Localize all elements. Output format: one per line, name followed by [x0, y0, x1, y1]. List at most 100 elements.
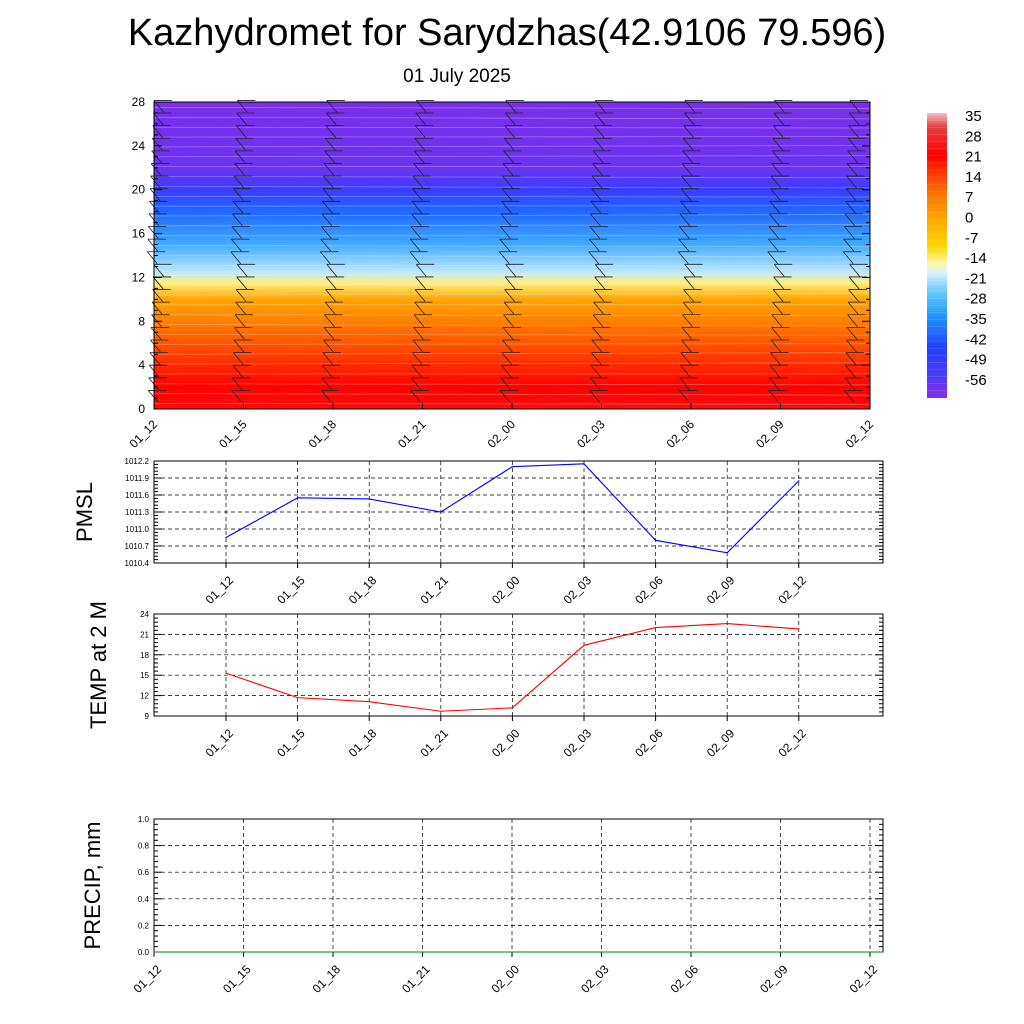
wind-barb-shaft — [504, 276, 516, 290]
data-point — [368, 498, 370, 500]
x-tick-label: 01_15 — [220, 962, 254, 996]
wind-barb-shaft — [771, 327, 782, 340]
y-tick-label: 9 — [145, 712, 150, 721]
x-tick-label: 01_15 — [216, 417, 250, 451]
cross-section-y-axis: 0 4 8 12 16 20 24 28 — [132, 95, 870, 416]
x-tick-label: 02_03 — [578, 962, 612, 996]
wind-barb-shaft — [321, 226, 332, 239]
wind-barb-shaft — [773, 112, 785, 126]
wind-barb-shaft — [505, 264, 517, 277]
wind-barb-shaft — [151, 314, 162, 328]
wind-barb-shaft — [770, 339, 782, 353]
x-tick-label: 01_12 — [127, 417, 161, 451]
wind-barb-shaft — [146, 251, 158, 264]
cross-section-field — [154, 102, 870, 409]
wind-barb-shaft — [235, 137, 247, 151]
wind-barb-shaft — [325, 289, 336, 302]
data-point — [583, 463, 585, 465]
y-tick-label: 1012.2 — [125, 457, 150, 466]
wind-barb-shaft — [844, 213, 856, 227]
wind-barb-shaft — [769, 201, 781, 214]
y-tick-label: 28 — [132, 95, 146, 109]
wind-barbs — [146, 100, 868, 403]
colorbar-label: -56 — [965, 372, 987, 389]
wind-barb-shaft — [499, 390, 511, 403]
wind-barb-shaft — [680, 188, 692, 201]
wind-barb-shaft — [678, 390, 690, 403]
x-tick-label: 02_09 — [704, 573, 738, 607]
y-tick-label: 12 — [140, 692, 149, 701]
x-tick-label: 01_15 — [274, 573, 308, 607]
wind-barb-shaft — [415, 264, 427, 277]
wind-barb-shaft — [767, 238, 779, 252]
y-tick-label: 1011.3 — [125, 508, 149, 517]
isotherm-line — [153, 383, 871, 386]
x-tick-label: 02_00 — [485, 417, 519, 451]
data-point — [297, 497, 299, 499]
y-tick-label: 1010.7 — [125, 542, 150, 551]
wind-barb-shaft — [770, 188, 781, 201]
wind-barb-shaft — [325, 276, 337, 290]
wind-barb-shaft — [411, 201, 423, 214]
wind-barb-shaft — [767, 251, 779, 264]
wind-barb-shaft — [504, 112, 516, 126]
wind-barb-shaft — [588, 238, 600, 252]
wind-barb-shaft — [772, 289, 784, 302]
wind-barb-shaft — [232, 213, 243, 227]
wind-barb-shaft — [499, 238, 511, 252]
wind-barb-shaft — [234, 150, 246, 164]
wind-barb-shaft — [415, 112, 427, 126]
colorbar-label: 0 — [965, 210, 973, 227]
y-tick-label: 1011.6 — [125, 491, 149, 500]
wind-barb-shaft — [501, 201, 512, 214]
data-point — [244, 951, 246, 953]
isotherm-line — [153, 274, 871, 276]
wind-barb-shaft — [847, 314, 858, 328]
wind-barb-shaft — [768, 377, 780, 391]
wind-barb-shaft — [593, 125, 605, 138]
colorbar-label: -28 — [965, 291, 987, 308]
x-tick-label: 01_12 — [131, 962, 165, 996]
wind-barb-shaft — [322, 201, 333, 214]
cross-section-x-axis: 01_12 01_15 01_18 01_21 02_00 02_03 02_06 02_09… — [127, 403, 877, 451]
wind-barb-shaft — [323, 163, 335, 176]
wind-barb-shaft — [848, 276, 860, 290]
wind-barb-shaft — [681, 163, 693, 176]
isotherm-line — [153, 334, 871, 336]
colorbar-bands — [927, 112, 947, 392]
y-tick-label: 0.0 — [138, 948, 150, 957]
y-axis-label: PMSL — [72, 482, 97, 542]
wind-barb-shaft — [233, 188, 244, 201]
wind-barb-shaft — [769, 364, 781, 378]
wind-barb-shaft — [230, 251, 242, 264]
wind-barb-shaft — [323, 339, 334, 353]
colorbar: 35 28 21 14 7 0 -7 -14 -21 -28 -35 -42 -49 -56 — [927, 108, 987, 398]
colorbar-label: 35 — [965, 108, 982, 125]
wind-barb-shaft — [844, 364, 856, 378]
data-point — [440, 710, 442, 712]
wind-barb-shaft — [321, 213, 333, 227]
y-tick-label: 8 — [138, 314, 145, 328]
wind-barb-shaft — [681, 327, 693, 340]
x-tick-label: 02_12 — [843, 417, 877, 451]
wind-barb-shaft — [235, 125, 247, 138]
wind-barb-shaft — [502, 163, 514, 176]
colorbar-label: 21 — [965, 149, 982, 166]
isotherm-line — [153, 145, 871, 148]
wind-barb-shaft — [150, 339, 161, 353]
wind-barb-shaft — [768, 226, 780, 239]
wind-barb-shaft — [324, 137, 336, 151]
y-tick-label: 21 — [140, 630, 149, 639]
wind-barb-shaft — [412, 339, 424, 353]
wind-barb-shaft — [325, 112, 337, 126]
wind-barb-shaft — [770, 352, 781, 365]
colorbar-ramp — [927, 113, 947, 398]
wind-barb-shaft — [501, 188, 513, 201]
colorbar-label: 14 — [965, 169, 982, 186]
pmsl-panel: 1010.4 1010.7 1011.0 1011.3 1011.6 1011.9 1012… — [72, 457, 884, 607]
x-tick-label: 01_21 — [417, 726, 451, 760]
isotherm-line — [153, 116, 871, 120]
wind-barb-shaft — [321, 364, 333, 378]
isotherm-line — [153, 343, 871, 345]
wind-barb-shaft — [502, 339, 513, 353]
